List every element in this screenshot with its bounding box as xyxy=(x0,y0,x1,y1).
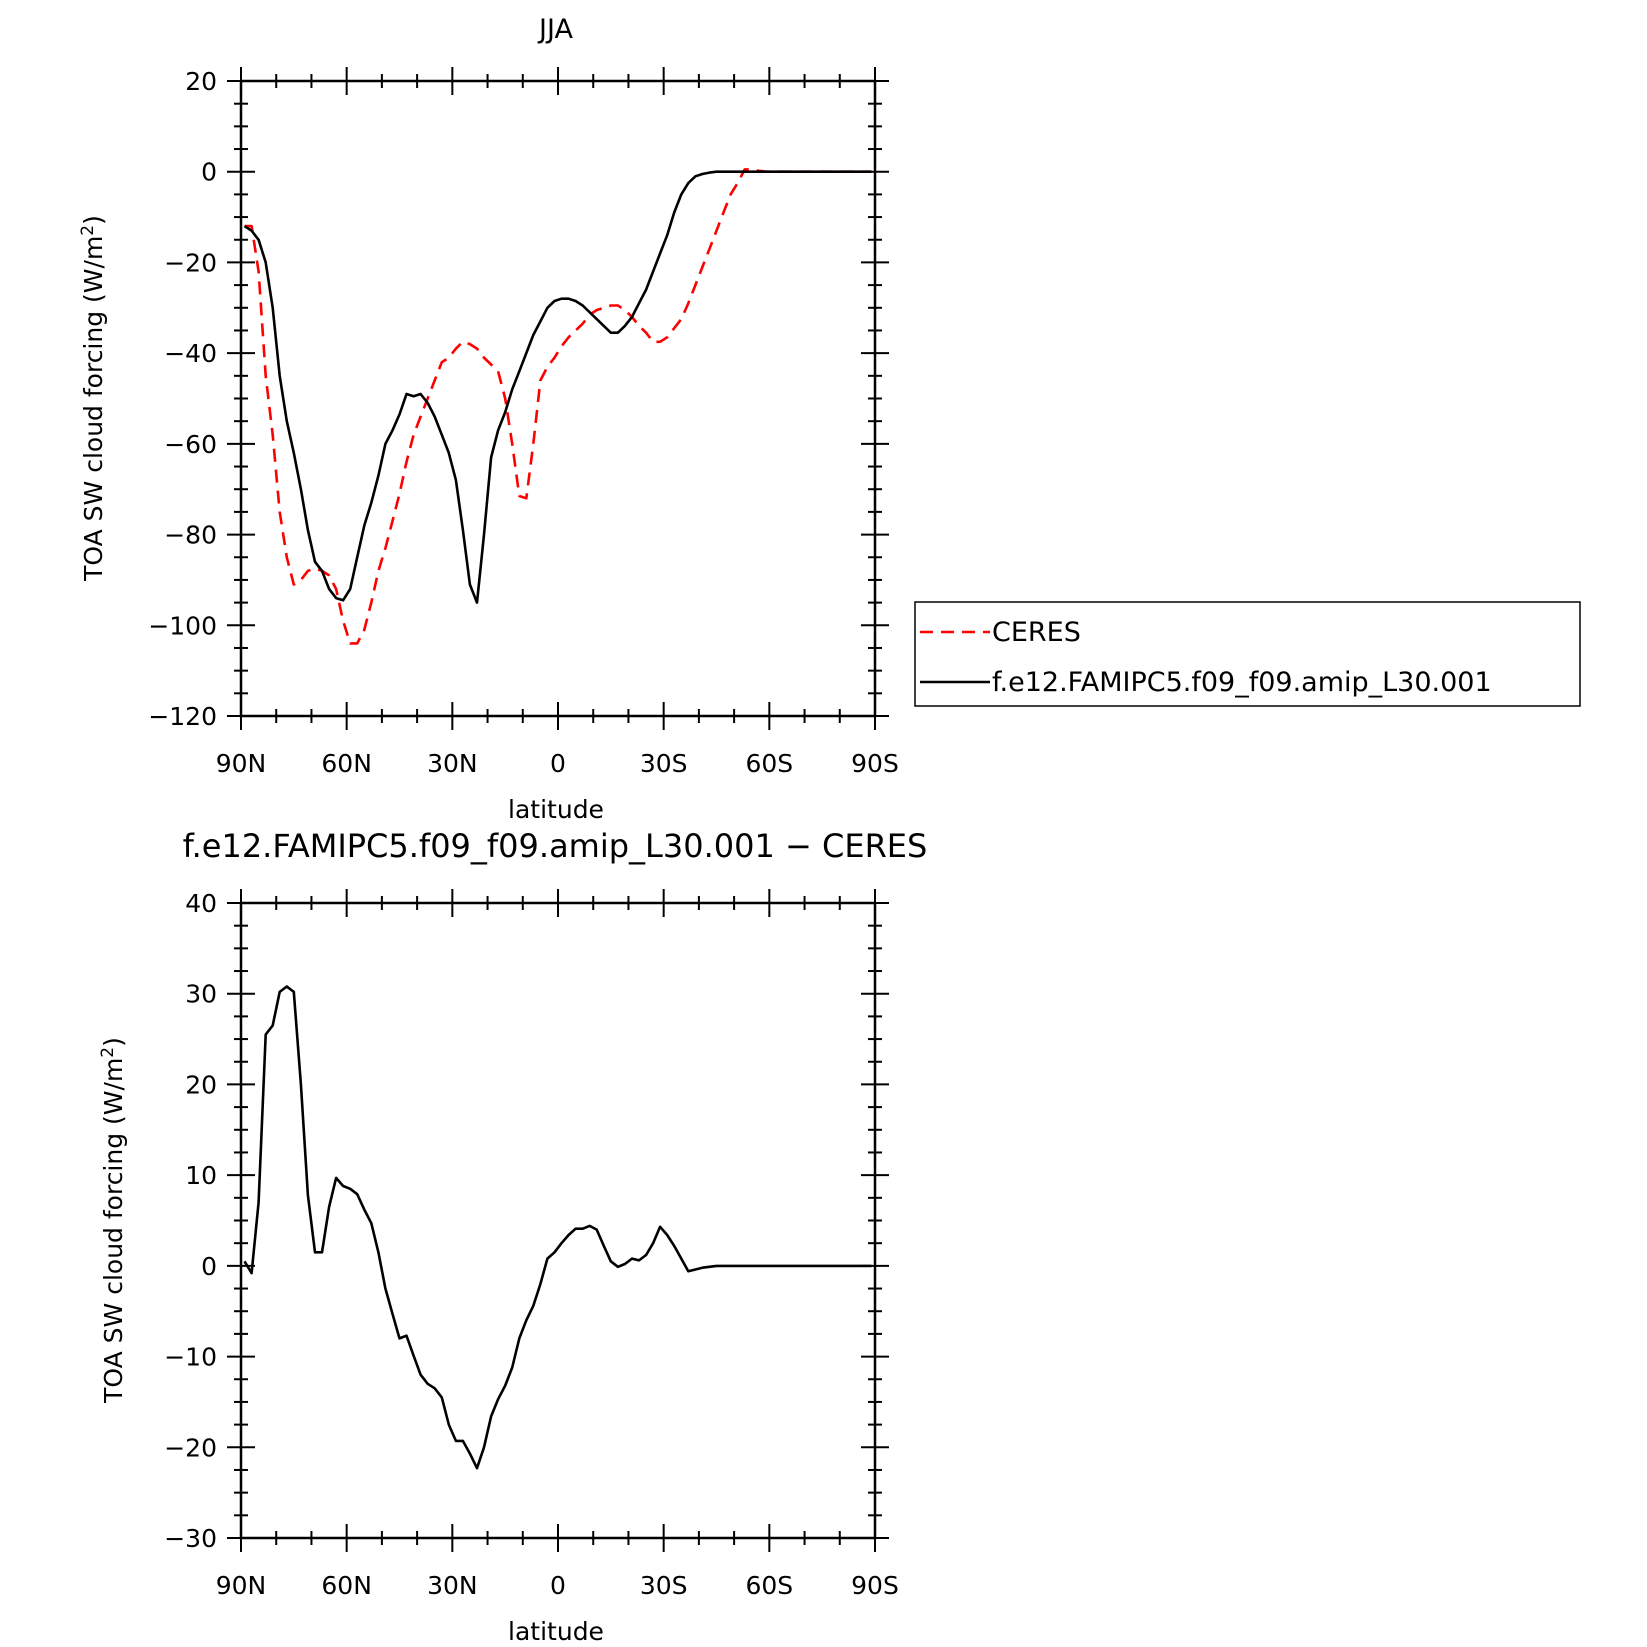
top-chart-y-axis-label-main: TOA SW cloud forcing (W/m xyxy=(79,236,108,582)
legend-ceres-label: CERES xyxy=(992,617,1081,648)
bottom-chart-y-axis-label: TOA SW cloud forcing (W/m2) xyxy=(98,1037,128,1404)
top-x-tick-label: 60S xyxy=(745,749,793,778)
top-chart-y-axis-label: TOA SW cloud forcing (W/m2) xyxy=(78,215,108,582)
top-y-tick-label: −80 xyxy=(164,521,217,550)
top-x-tick-label: 60N xyxy=(321,749,372,778)
top-chart-y-axis-label-end: ) xyxy=(79,215,108,225)
bottom-chart-title: f.e12.FAMIPC5.f09_f09.amip_L30.001 − CER… xyxy=(183,827,928,865)
bottom-chart-y-axis-label-main: TOA SW cloud forcing (W/m xyxy=(99,1058,128,1404)
top-y-tick-label: −60 xyxy=(164,430,217,459)
bottom-chart-plot-frame xyxy=(239,901,877,1540)
bottom-y-tick-label: 10 xyxy=(185,1161,217,1190)
top-x-tick-label: 30S xyxy=(640,749,688,778)
top-series-line-f-e12-famipc5-f09-f09-amip-l30-001 xyxy=(243,170,872,604)
top-y-tick-label: 0 xyxy=(201,158,217,187)
top-chart-y-axis-label-sup: 2 xyxy=(78,225,98,236)
bottom-chart-x-tick-labels: 90N 60N 30N 0 30S 60S 90S xyxy=(216,1571,899,1600)
top-chart-title: JJA xyxy=(537,14,573,45)
legend-model-label: f.e12.FAMIPC5.f09_f09.amip_L30.001 xyxy=(992,667,1492,698)
bottom-y-tick-label: 40 xyxy=(185,889,217,918)
bottom-y-tick-label: 0 xyxy=(201,1252,217,1281)
top-x-tick-label: 30N xyxy=(427,749,478,778)
bottom-x-tick-label: 30S xyxy=(640,1571,688,1600)
top-chart-x-tick-labels: 90N 60N 30N 0 30S 60S 90S xyxy=(216,749,899,778)
bottom-x-tick-label: 90N xyxy=(216,1571,267,1600)
top-y-tick-label: −20 xyxy=(164,248,217,277)
bottom-x-tick-label: 60S xyxy=(745,1571,793,1600)
top-y-tick-label: −40 xyxy=(164,339,217,368)
bottom-series-line-difference xyxy=(243,985,872,1470)
top-chart-panel: JJA 20 0 −20 −40 −60 −80 −100 −120 90N 60N 30N 0 30… xyxy=(78,14,1581,824)
bottom-y-tick-label: 20 xyxy=(185,1070,217,1099)
bottom-y-tick-label: −20 xyxy=(164,1433,217,1462)
bottom-x-tick-label: 90S xyxy=(851,1571,899,1600)
top-chart-y-tick-labels: 20 0 −20 −40 −60 −80 −100 −120 xyxy=(148,67,217,731)
bottom-chart-panel: f.e12.FAMIPC5.f09_f09.amip_L30.001 − CER… xyxy=(98,827,927,1646)
bottom-y-tick-label: −30 xyxy=(164,1524,217,1553)
top-chart-series xyxy=(243,168,872,645)
bottom-y-tick-label: 30 xyxy=(185,980,217,1009)
top-x-tick-label: 90N xyxy=(216,749,267,778)
bottom-chart-x-axis-label: latitude xyxy=(508,1617,604,1646)
top-chart-x-axis-label: latitude xyxy=(508,795,604,824)
bottom-y-tick-label: −10 xyxy=(164,1343,217,1372)
top-y-tick-label: −120 xyxy=(148,702,217,731)
top-chart-plot-frame xyxy=(239,79,877,718)
bottom-chart-y-axis-label-end: ) xyxy=(99,1037,128,1047)
bottom-x-tick-label: 30N xyxy=(427,1571,478,1600)
bottom-chart-y-tick-labels: 40 30 20 10 0 −10 −20 −30 xyxy=(164,889,217,1553)
top-x-tick-label: 0 xyxy=(550,749,566,778)
bottom-chart-y-axis-label-sup: 2 xyxy=(98,1047,118,1058)
bottom-x-tick-label: 0 xyxy=(550,1571,566,1600)
legend: CERES f.e12.FAMIPC5.f09_f09.amip_L30.001 xyxy=(914,601,1581,707)
bottom-x-tick-label: 60N xyxy=(321,1571,372,1600)
top-y-tick-label: −100 xyxy=(148,611,217,640)
top-y-tick-label: 20 xyxy=(185,67,217,96)
legend-box xyxy=(914,601,1581,707)
top-x-tick-label: 90S xyxy=(851,749,899,778)
bottom-chart-series xyxy=(243,985,872,1470)
